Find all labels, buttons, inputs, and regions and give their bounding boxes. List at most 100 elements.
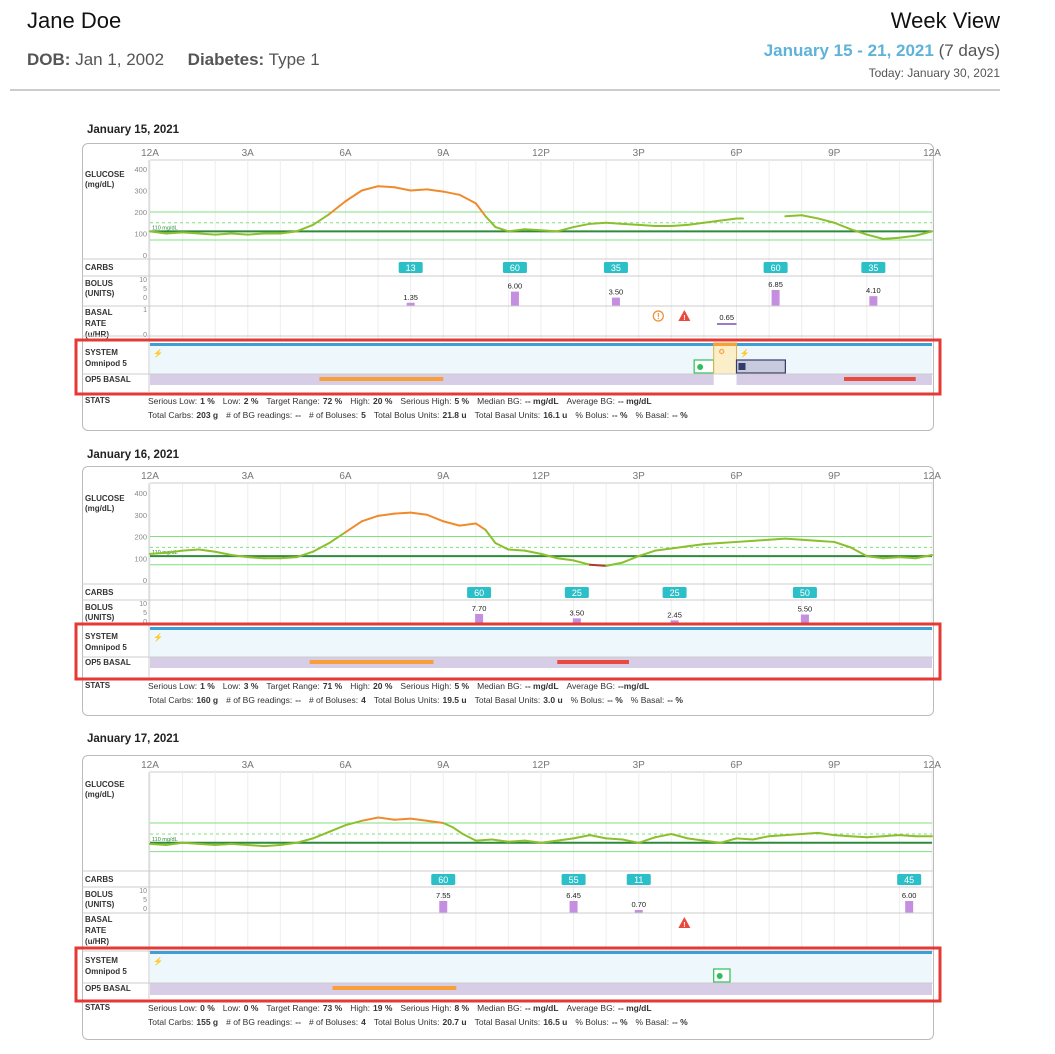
- stat-key: Average BG:: [566, 1003, 616, 1013]
- stat-value: --: [295, 695, 301, 705]
- stat-key: Median BG:: [477, 681, 522, 691]
- stat-item: Serious High: 5 %: [400, 681, 469, 691]
- stats-line: Total Carbs: 203 g # of BG readings: -- # of…: [148, 410, 696, 420]
- stat-key: % Basal:: [635, 410, 670, 420]
- stat-item: High: 19 %: [350, 1003, 392, 1013]
- stat-item: # of BG readings: --: [226, 1017, 301, 1027]
- diabetes-value: Type 1: [268, 50, 320, 69]
- stat-value: 16.1 u: [543, 410, 568, 420]
- stat-key: # of BG readings:: [226, 1017, 293, 1027]
- stat-value: 71 %: [322, 681, 343, 691]
- stat-key: Total Basal Units:: [474, 695, 541, 705]
- stat-value: 19 %: [373, 1003, 393, 1013]
- stat-value: 3.0 u: [543, 695, 563, 705]
- stat-item: Total Carbs: 203 g: [148, 410, 218, 420]
- stat-item: Total Bolus Units: 19.5 u: [374, 695, 467, 705]
- stat-key: Total Basal Units:: [474, 410, 541, 420]
- stat-value: -- mg/dL: [618, 1003, 652, 1013]
- stat-key: Serious High:: [400, 1003, 452, 1013]
- stat-key: # of Boluses:: [308, 1017, 359, 1027]
- stats-line: Serious Low: 0 % Low: 0 % Target Range: 73 % H…: [148, 1003, 660, 1013]
- stat-value: --: [295, 1017, 301, 1027]
- stat-value: --mg/dL: [618, 681, 650, 691]
- stat-key: # of Boluses:: [308, 410, 359, 420]
- stat-item: Median BG: -- mg/dL: [477, 1003, 558, 1013]
- stat-value: -- %: [672, 1017, 688, 1027]
- day-date: January 16, 2021: [87, 449, 180, 461]
- stat-key: Target Range:: [266, 681, 320, 691]
- date-range-value[interactable]: January 15 - 21, 2021: [763, 41, 934, 60]
- stat-value: -- %: [672, 410, 688, 420]
- stat-item: Low: 3 %: [223, 681, 259, 691]
- stat-key: # of Boluses:: [308, 695, 359, 705]
- stat-key: Low:: [222, 681, 241, 691]
- stat-item: Total Bolus Units: 21.8 u: [374, 410, 467, 420]
- stat-value: 1 %: [200, 681, 215, 691]
- stat-item: # of Boluses: 4: [309, 695, 366, 705]
- dob-value: Jan 1, 2002: [75, 50, 165, 69]
- stat-key: Low:: [222, 396, 241, 406]
- stat-item: Serious Low: 1 %: [148, 396, 215, 406]
- stat-item: % Bolus: -- %: [571, 695, 623, 705]
- stat-item: Total Basal Units: 16.1 u: [475, 410, 568, 420]
- stat-key: Median BG:: [477, 396, 522, 406]
- day-date: January 17, 2021: [87, 733, 180, 745]
- stat-key: Total Bolus Units:: [373, 410, 440, 420]
- stat-key: High:: [350, 396, 371, 406]
- stat-item: Total Bolus Units: 20.7 u: [374, 1017, 467, 1027]
- stat-item: Average BG: --mg/dL: [567, 681, 650, 691]
- stat-key: % Basal:: [630, 695, 665, 705]
- stat-value: 73 %: [322, 1003, 343, 1013]
- stat-key: Total Bolus Units:: [373, 1017, 440, 1027]
- stat-key: Serious Low:: [148, 681, 198, 691]
- today-date: Today: January 30, 2021: [868, 66, 1000, 80]
- stat-item: Serious High: 5 %: [400, 396, 469, 406]
- stat-key: # of BG readings:: [226, 695, 293, 705]
- stat-item: % Bolus: -- %: [575, 1017, 627, 1027]
- stat-value: -- mg/dL: [525, 396, 559, 406]
- stat-value: 4: [361, 1017, 366, 1027]
- patient-info: DOB: Jan 1, 2002 Diabetes: Type 1: [27, 50, 320, 70]
- diabetes-label: Diabetes:: [187, 50, 265, 69]
- stat-value: 8 %: [454, 1003, 470, 1013]
- stat-item: Serious High: 8 %: [400, 1003, 469, 1013]
- stat-value: -- mg/dL: [618, 396, 652, 406]
- stat-item: High: 20 %: [350, 681, 392, 691]
- stat-item: Serious Low: 1 %: [148, 681, 215, 691]
- stat-item: % Bolus: -- %: [575, 410, 627, 420]
- stat-item: Average BG: -- mg/dL: [567, 396, 652, 406]
- stat-value: 20 %: [373, 396, 393, 406]
- stat-value: 3 %: [243, 681, 259, 691]
- stat-value: 160 g: [196, 695, 219, 705]
- stat-key: Total Carbs:: [148, 695, 194, 705]
- stat-value: 155 g: [196, 1017, 219, 1027]
- day-date: January 15, 2021: [87, 124, 180, 136]
- stat-key: % Bolus:: [575, 410, 609, 420]
- day-panel: [82, 466, 934, 716]
- stat-key: High:: [350, 1003, 371, 1013]
- stat-value: 0 %: [200, 1003, 215, 1013]
- stats-line: Serious Low: 1 % Low: 2 % Target Range: 72 % H…: [148, 396, 660, 406]
- stat-key: High:: [350, 681, 371, 691]
- stat-value: -- %: [607, 695, 623, 705]
- stat-value: 16.5 u: [543, 1017, 568, 1027]
- stat-value: 5 %: [454, 681, 470, 691]
- stat-item: # of BG readings: --: [226, 695, 301, 705]
- stat-value: 203 g: [196, 410, 219, 420]
- stat-key: Total Bolus Units:: [373, 695, 440, 705]
- stat-key: Serious High:: [400, 681, 452, 691]
- stat-value: -- %: [611, 410, 628, 420]
- stat-value: -- %: [667, 695, 683, 705]
- stat-value: 5 %: [454, 396, 470, 406]
- stat-item: Total Basal Units: 3.0 u: [475, 695, 563, 705]
- stat-item: % Basal: -- %: [631, 695, 683, 705]
- stat-item: Target Range: 73 %: [266, 1003, 342, 1013]
- patient-name: Jane Doe: [27, 8, 122, 33]
- stat-value: 20.7 u: [442, 1017, 467, 1027]
- stat-item: % Basal: -- %: [636, 1017, 688, 1027]
- stat-value: 72 %: [322, 396, 343, 406]
- date-range: January 15 - 21, 2021 (7 days): [764, 41, 1000, 61]
- stat-item: # of Boluses: 5: [309, 410, 366, 420]
- stat-value: 21.8 u: [442, 410, 467, 420]
- stats-line: Total Carbs: 160 g # of BG readings: -- # of…: [148, 695, 691, 705]
